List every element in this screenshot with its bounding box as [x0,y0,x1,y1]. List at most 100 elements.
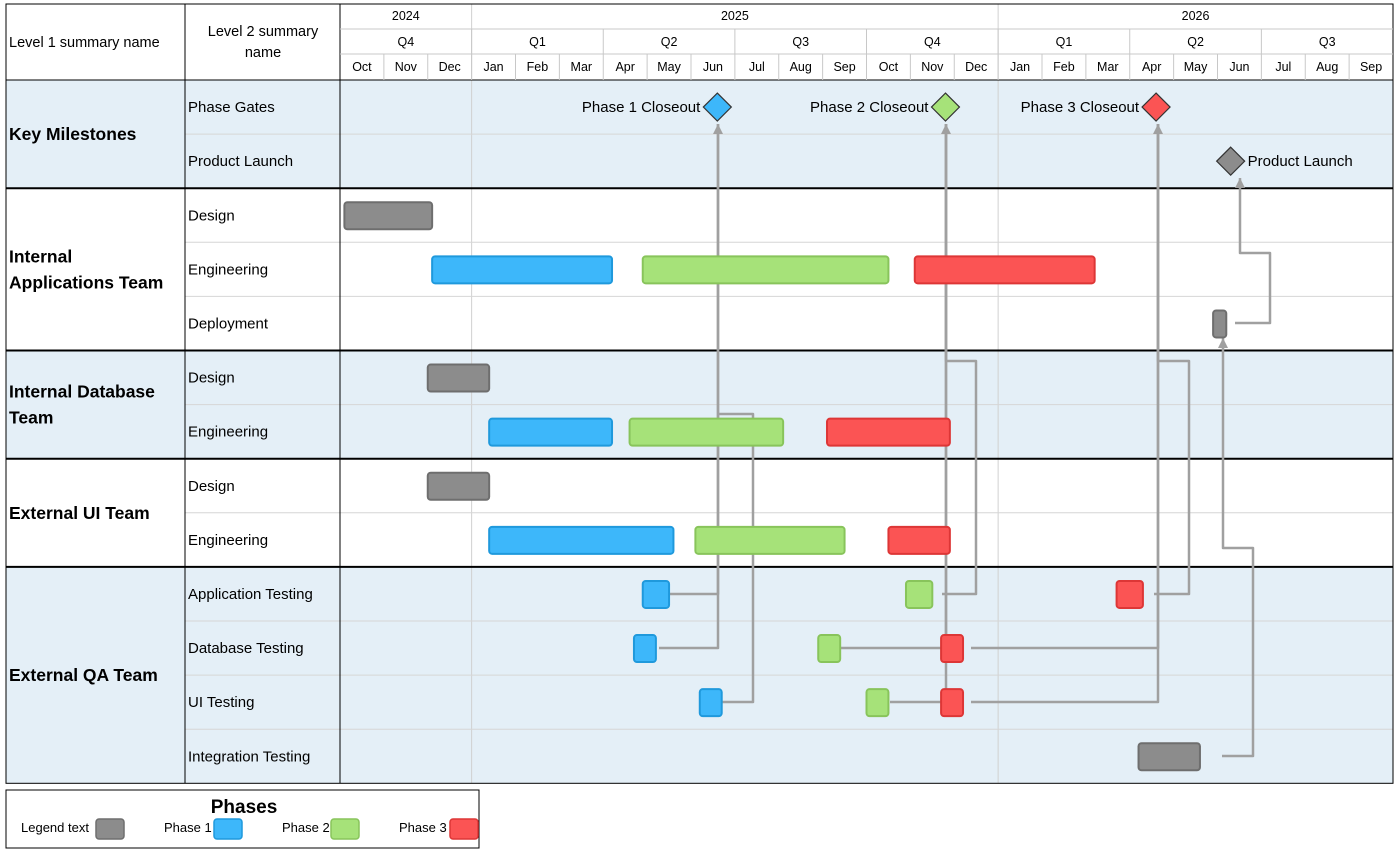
legend-label: Phase 1 [164,820,212,835]
connector-arrowhead [1218,338,1228,348]
legend-label: Legend text [21,820,89,835]
month-label: Aug [1316,60,1338,74]
quarter-label: Q3 [792,35,809,49]
task-row-label: Design [188,478,235,495]
col2-header-line1: Level 2 summary [208,24,319,40]
year-label: 2025 [721,9,749,23]
milestone-label: Phase 2 Closeout [810,99,929,116]
task-bar [694,525,846,555]
task-bar [698,688,723,718]
task-bars [343,201,1228,772]
legend-title: Phases [211,797,278,818]
milestone-label: Phase 3 Closeout [1021,99,1140,116]
quarter-label: Q1 [529,35,546,49]
task-bar [913,255,1096,285]
task-bar [1212,309,1228,339]
group-label: Applications Team [9,272,163,292]
task-row-label: UI Testing [188,694,254,711]
month-label: Jul [1275,60,1291,74]
col1-header: Level 1 summary name [9,35,160,51]
month-label: Mar [571,60,593,74]
task-row-label: Product Launch [188,153,293,170]
task-row-label: Design [188,370,235,387]
legend-swatch [95,818,125,840]
quarter-label: Q4 [397,35,414,49]
month-label: Sep [833,60,855,74]
group-label: External QA Team [9,665,158,685]
task-row-label: Phase Gates [188,99,275,116]
month-label: Jan [483,60,503,74]
connector-line [1221,338,1255,758]
task-bar [887,525,951,555]
quarter-label: Q2 [661,35,678,49]
group-label: External UI Team [9,503,150,523]
task-row-label: Engineering [188,532,268,549]
task-bar [488,525,675,555]
legend-swatch [213,818,243,840]
task-bar [431,255,614,285]
task-row-label: Design [188,207,235,224]
month-label: May [1184,60,1208,74]
task-bar [865,688,890,718]
month-label: Oct [879,60,899,74]
month-label: May [657,60,681,74]
grid-lines [5,3,1394,784]
connector-line [971,124,1160,704]
month-label: Sep [1360,60,1382,74]
month-label: Feb [527,60,549,74]
task-row-label: Deployment [188,315,269,332]
quarter-label: Q4 [924,35,941,49]
task-bar [641,579,671,609]
quarter-label: Q3 [1319,35,1336,49]
task-bar [1137,742,1201,772]
milestone-label: Product Launch [1248,153,1353,170]
task-row-label: Application Testing [188,586,313,603]
month-label: Mar [1097,60,1119,74]
task-bar [904,579,934,609]
group-label: Internal Database [9,382,155,402]
month-label: Dec [965,60,987,74]
month-label: Aug [790,60,812,74]
task-row-label: Database Testing [188,640,304,657]
task-bar [343,201,434,231]
month-label: Jun [1229,60,1249,74]
connector-arrowhead [1153,124,1163,134]
task-row-label: Engineering [188,261,268,278]
milestone-diamond [1215,146,1246,176]
milestone-label: Phase 1 Closeout [582,99,701,116]
milestone-diamond [702,92,733,122]
connector-arrowhead [941,124,951,134]
month-label: Apr [615,60,634,74]
milestones: Phase 1 Closeout Phase 2 Closeout Phase 3 … [582,92,1353,176]
legend-swatch [330,818,360,840]
task-bar [641,255,890,285]
legend-swatch [449,818,479,840]
task-bar [488,417,614,447]
legend-label: Phase 3 [399,820,447,835]
month-label: Nov [921,60,944,74]
task-bar [826,417,951,447]
timeline-header: Level 1 summary name Level 2 summary nam… [9,9,1382,74]
year-label: 2026 [1182,9,1210,23]
quarter-label: Q1 [1056,35,1073,49]
connector-line [718,412,755,704]
group-label: Team [9,408,53,428]
quarter-label: Q2 [1187,35,1204,49]
task-bar [426,363,491,393]
connector-line [1235,178,1272,325]
task-bar [940,634,965,664]
task-bar [1115,579,1144,609]
month-label: Jun [703,60,723,74]
group-label: Key Milestones [9,124,137,144]
month-label: Jan [1010,60,1030,74]
legend-box [5,789,480,849]
month-label: Dec [439,60,461,74]
task-row-label: Engineering [188,424,268,441]
connector-line [659,124,720,650]
col2-header-line2: name [245,45,281,61]
milestone-diamond [1141,92,1171,122]
year-label: 2024 [392,9,420,23]
row-labels: Key Milestones Phase Gates Product Launch I… [9,99,313,765]
task-bar [426,471,491,501]
